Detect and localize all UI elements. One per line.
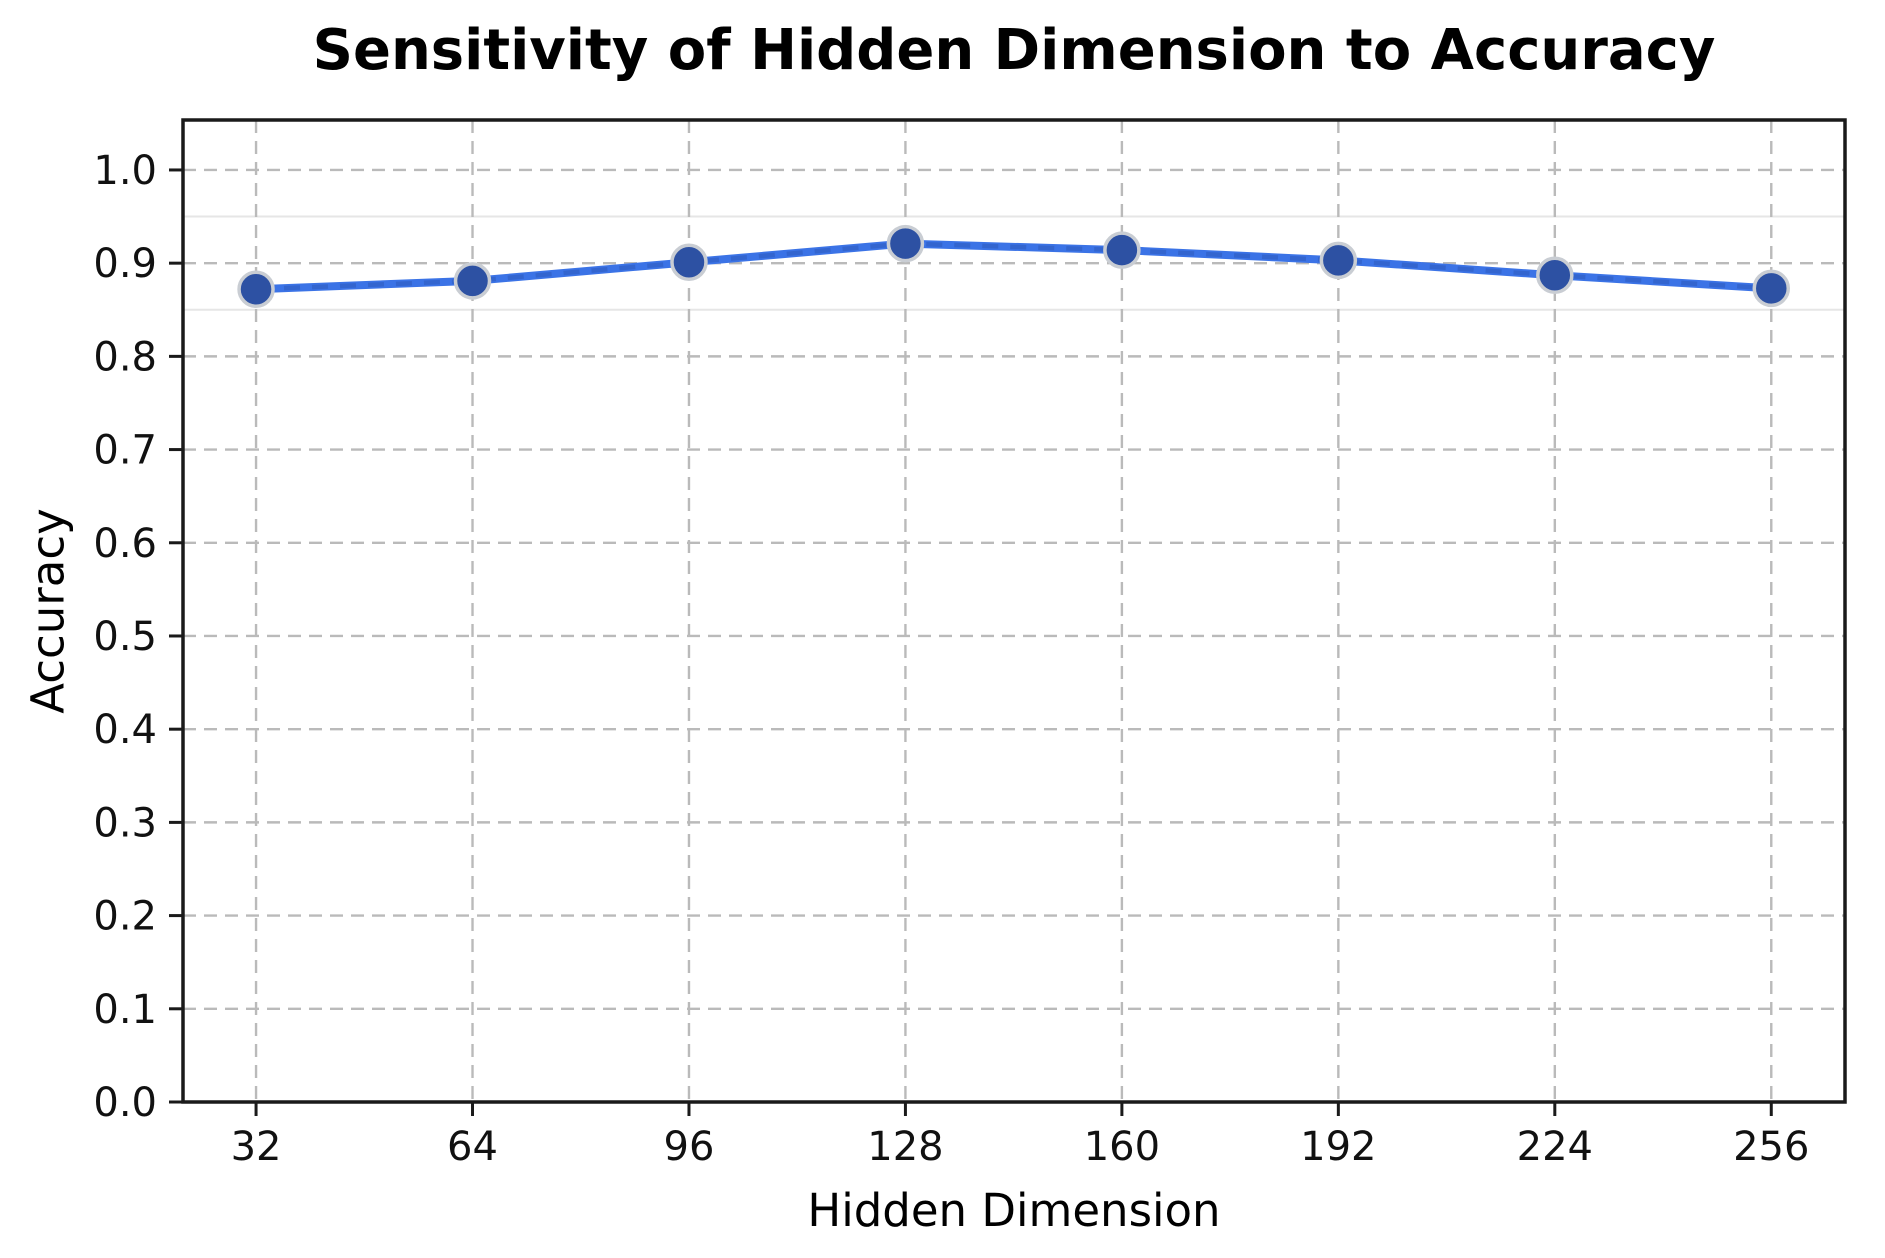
data-point-marker [237,270,275,309]
plot-area-border [181,118,1847,1104]
y-tick-label: 0.3 [93,800,157,846]
x-tick-label: 64 [447,1124,498,1170]
data-point-marker [453,262,492,300]
chart-title: Sensitivity of Hidden Dimension to Accur… [312,18,1716,83]
y-axis-label: Accuracy [21,508,75,714]
y-tick-label: 1.0 [93,148,157,194]
data-point-marker [1752,269,1791,308]
x-tick-label: 128 [867,1124,943,1170]
x-tick-label: 224 [1517,1124,1593,1170]
x-tick-label: 256 [1733,1124,1809,1170]
y-tick-label: 0.4 [93,707,157,753]
y-tick-label: 0.6 [93,521,157,567]
y-tick-label: 0.1 [93,987,157,1033]
y-tick-label: 0.9 [93,241,157,287]
y-tick-label: 0.0 [93,1080,157,1126]
data-point-marker [670,243,708,281]
y-tick-label: 0.5 [93,614,157,660]
y-tick-label: 0.7 [93,428,157,474]
data-point-marker [1536,256,1574,295]
x-tick-label: 32 [231,1124,282,1170]
x-tick-label: 96 [664,1124,715,1170]
data-line-dashed-overlay [255,241,1772,292]
data-point-marker [886,224,925,263]
x-tick-label: 160 [1084,1124,1160,1170]
y-tick-label: 0.8 [93,334,157,380]
data-point-marker [1103,231,1141,269]
data-point-marker [1319,241,1358,280]
x-tick-label: 192 [1300,1124,1376,1170]
y-tick-label: 0.2 [93,894,157,940]
x-axis-label: Hidden Dimension [807,1184,1221,1237]
